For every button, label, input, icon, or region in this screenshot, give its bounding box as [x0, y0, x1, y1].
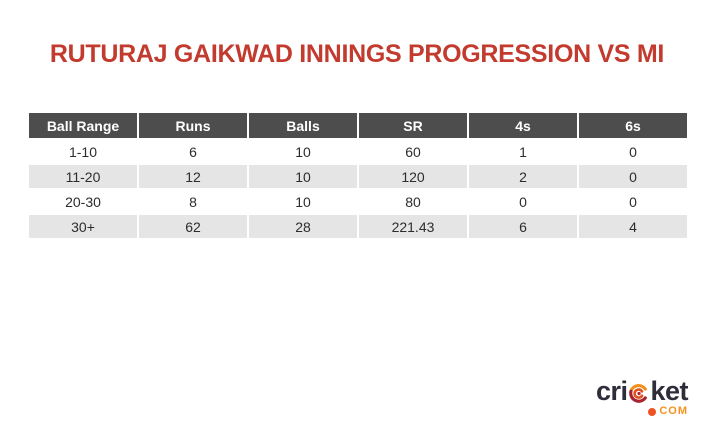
- table-cell: 0: [579, 140, 687, 163]
- logo-text-suffix: ket: [650, 376, 688, 406]
- table-cell: 6: [139, 140, 247, 163]
- table-cell: 60: [359, 140, 467, 163]
- logo-wordmark: cri ket: [595, 376, 689, 406]
- table-cell: 10: [249, 190, 357, 213]
- col-header-4s: 4s: [469, 113, 577, 138]
- table-row: 20-30 8 10 80 0 0: [29, 190, 687, 213]
- logo-tld-label: COM: [659, 405, 688, 417]
- table-cell: 80: [359, 190, 467, 213]
- table-row: 1-10 6 10 60 1 0: [29, 140, 687, 163]
- table-cell: 0: [579, 190, 687, 213]
- table-cell: 11-20: [29, 165, 137, 188]
- col-header-runs: Runs: [139, 113, 247, 138]
- col-header-ball-range: Ball Range: [29, 113, 137, 138]
- table-cell: 12: [139, 165, 247, 188]
- table-cell: 28: [249, 215, 357, 238]
- table-cell: 221.43: [359, 215, 467, 238]
- page-title: RUTURAJ GAIKWAD INNINGS PROGRESSION VS M…: [49, 40, 665, 68]
- table-cell: 62: [139, 215, 247, 238]
- table-cell: 10: [249, 165, 357, 188]
- cricket-dot-com-logo: cri ket COM: [595, 376, 689, 417]
- col-header-sr: SR: [359, 113, 467, 138]
- table-cell: 6: [469, 215, 577, 238]
- table-row: 30+ 62 28 221.43 6 4: [29, 215, 687, 238]
- table-cell: 0: [579, 165, 687, 188]
- table-cell: 30+: [29, 215, 137, 238]
- table-header-row: Ball Range Runs Balls SR 4s 6s: [29, 113, 687, 138]
- table-cell: 120: [359, 165, 467, 188]
- table-cell: 0: [469, 190, 577, 213]
- innings-progression-table: Ball Range Runs Balls SR 4s 6s 1-10 6 10…: [27, 111, 689, 240]
- logo-dot-icon: [648, 407, 657, 416]
- table-cell: 1: [469, 140, 577, 163]
- col-header-balls: Balls: [249, 113, 357, 138]
- table-row: 11-20 12 10 120 2 0: [29, 165, 687, 188]
- table-cell: 8: [139, 190, 247, 213]
- logo-com-line: COM: [596, 406, 688, 417]
- col-header-6s: 6s: [579, 113, 687, 138]
- table-cell: 2: [469, 165, 577, 188]
- table-cell: 10: [249, 140, 357, 163]
- logo-text-prefix: cri: [595, 376, 628, 406]
- table-cell: 1-10: [29, 140, 137, 163]
- table-cell: 4: [579, 215, 687, 238]
- cricket-ball-icon: [628, 382, 649, 403]
- table-cell: 20-30: [29, 190, 137, 213]
